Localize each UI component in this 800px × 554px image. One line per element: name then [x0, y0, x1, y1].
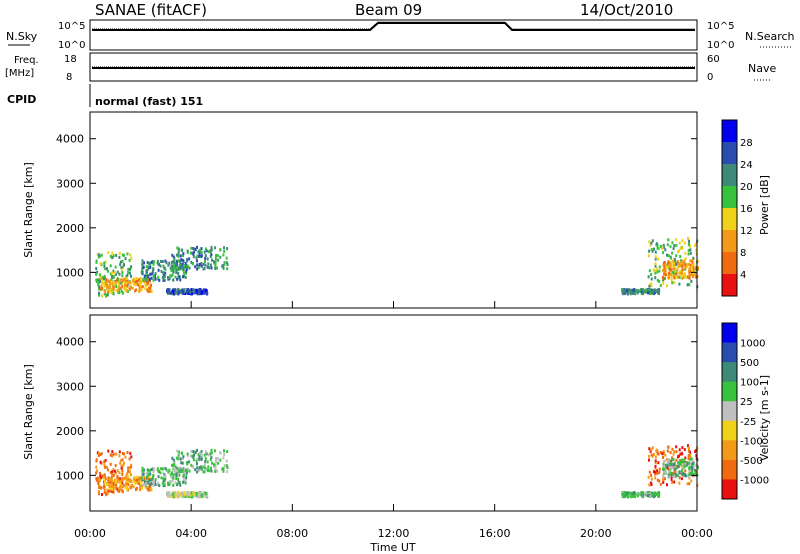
velocity-colorbar-tick-0: 1000 [740, 339, 765, 350]
power-region-5 [621, 288, 661, 296]
power-y-axis: 4000 3000 2000 1000 [56, 133, 697, 279]
nave-tick-bottom: 0 [707, 72, 713, 83]
power-ytick-label-3: 1000 [56, 266, 84, 279]
velocity-colorbar-swatch-1 [722, 342, 737, 363]
velocity-ytick-label-3: 1000 [56, 469, 84, 482]
station-title: SANAE (fitACF) [95, 1, 207, 19]
velocity-colorbar-tick-3: 25 [740, 397, 753, 408]
time-tick-label-0: 00:00 [74, 527, 106, 540]
power-colorbar-tick-2: 20 [740, 182, 753, 193]
time-axis-label: Time UT [369, 541, 415, 554]
nsearch-tick-top: 10^5 [707, 21, 734, 32]
power-colorbar-tick-6: 4 [740, 270, 746, 281]
nsky-series-line [92, 22, 695, 31]
power-colorbar-tick-0: 28 [740, 138, 753, 149]
nsearch-label: N.Search [745, 30, 795, 43]
date-title: 14/Oct/2010 [580, 1, 673, 19]
power-colorbar-tick-5: 8 [740, 248, 746, 259]
velocity-ytick-label-1: 3000 [56, 380, 84, 393]
nave-label: Nave [748, 62, 776, 75]
velocity-panel-frame [89, 314, 698, 512]
cpid-value: normal (fast) 151 [95, 95, 203, 108]
velocity-ylabel: Slant Range [km] [22, 364, 35, 460]
power-colorbar-swatch-2 [722, 164, 737, 187]
freq-tick-bottom: 8 [66, 72, 72, 83]
velocity-colorbar-swatch-7 [722, 459, 737, 480]
velocity-region-4 [166, 491, 209, 499]
power-ytick-label-2: 2000 [56, 222, 84, 235]
time-tick-label-6: 00:00 [681, 527, 713, 540]
power-colorbar-tick-1: 24 [740, 160, 753, 171]
time-tick-label-1: 04:00 [175, 527, 207, 540]
time-tick-label-2: 08:00 [276, 527, 308, 540]
velocity-colorbar-swatch-2 [722, 362, 737, 383]
freq-label-2: [MHz] [5, 68, 34, 79]
power-ytick-label-1: 3000 [56, 177, 84, 190]
freq-panel-frame [89, 52, 698, 82]
power-colorbar-swatch-6 [722, 252, 737, 275]
velocity-region-5 [621, 491, 661, 499]
freq-label-1: Freq. [14, 55, 39, 66]
time-tick-label-5: 20:00 [580, 527, 612, 540]
nsky-label: N.Sky [6, 30, 38, 43]
velocity-colorbar-swatch-3 [722, 381, 737, 402]
power-colorbar-swatch-0 [722, 120, 737, 143]
nsearch-series-line [92, 21, 695, 30]
power-region-1 [100, 276, 153, 294]
nsky-panel-frame [89, 19, 698, 51]
power-colorbar-tick-3: 16 [740, 204, 753, 215]
velocity-colorbar-tick-6: -500 [740, 456, 763, 467]
power-region-3 [171, 245, 229, 271]
power-colorbar-swatch-3 [722, 186, 737, 209]
cpid-label: CPID [7, 93, 36, 106]
velocity-colorbar-swatch-0 [722, 323, 737, 344]
beam-title: Beam 09 [355, 1, 422, 19]
power-colorbar-swatch-7 [722, 274, 737, 297]
velocity-colorbar-swatch-6 [722, 440, 737, 461]
power-marks [95, 236, 699, 298]
power-colorbar-swatch-1 [722, 142, 737, 165]
power-colorbar-label: Power [dB] [758, 175, 771, 235]
velocity-marks [95, 444, 699, 499]
velocity-colorbar-label: Velocity [m s-1] [758, 375, 771, 461]
velocity-colorbar-swatch-5 [722, 420, 737, 441]
velocity-ytick-label-2: 2000 [56, 425, 84, 438]
nave-tick-top: 60 [707, 54, 720, 65]
nsearch-tick-bottom: 10^0 [707, 40, 734, 51]
velocity-y-axis: 4000 3000 2000 1000 [56, 336, 697, 482]
power-region-4 [166, 288, 209, 296]
power-region-7 [661, 259, 699, 280]
nsky-tick-bottom: 10^0 [58, 40, 85, 51]
velocity-region-1 [102, 475, 153, 492]
nsky-tick-top: 10^5 [58, 21, 85, 32]
time-tick-label-3: 12:00 [378, 527, 410, 540]
velocity-ytick-label-0: 4000 [56, 336, 84, 349]
freq-tick-top: 18 [64, 54, 77, 65]
time-axis: 00:00 04:00 08:00 12:00 16:00 20:00 00:00 [74, 301, 713, 540]
velocity-colorbar-tick-2: 100 [740, 378, 759, 389]
velocity-colorbar-tick-4: -25 [740, 417, 756, 428]
velocity-region-7 [661, 457, 699, 479]
power-colorbar-tick-4: 12 [740, 226, 753, 237]
power-ytick-label-0: 4000 [56, 133, 84, 146]
velocity-colorbar-swatch-4 [722, 401, 737, 422]
velocity-colorbar: 1000 500 100 25 -25 -100 -500 -1000 [721, 322, 769, 500]
velocity-colorbar-tick-5: -100 [740, 436, 763, 447]
velocity-region-3 [171, 448, 229, 474]
power-colorbar-swatch-5 [722, 230, 737, 253]
time-tick-label-4: 16:00 [479, 527, 511, 540]
power-ylabel: Slant Range [km] [22, 162, 35, 258]
velocity-colorbar-tick-7: -1000 [740, 475, 769, 486]
velocity-colorbar-tick-1: 500 [740, 358, 759, 369]
power-region-2 [140, 259, 188, 282]
power-colorbar-swatch-4 [722, 208, 737, 231]
velocity-colorbar-swatch-8 [722, 479, 737, 500]
velocity-region-2 [140, 466, 188, 488]
power-colorbar: 28 24 20 16 12 8 4 [721, 119, 753, 297]
